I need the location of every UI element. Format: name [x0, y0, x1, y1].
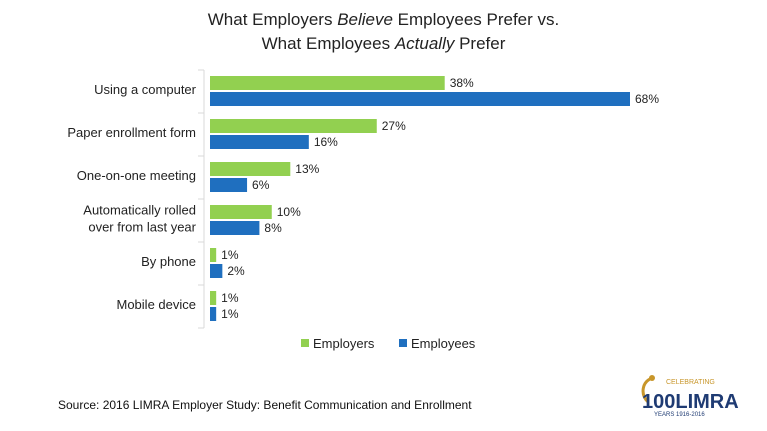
bar-employers-3 — [210, 205, 272, 219]
legend-swatch-employers — [301, 339, 309, 347]
legend-label-employers: Employers — [313, 336, 375, 351]
bar-employers-2 — [210, 162, 291, 176]
logo-main-text: 100LIMRA — [642, 391, 739, 413]
data-label-employers: 27% — [382, 119, 406, 133]
data-label-employers: 13% — [295, 162, 319, 176]
category-label: Automatically rolled over from last year — [83, 203, 196, 235]
category-label: Mobile device — [117, 297, 197, 312]
bar-employees-0 — [210, 92, 630, 106]
bar-employers-4 — [210, 248, 217, 262]
legend-label-employees: Employees — [411, 336, 476, 351]
chart-title: What Employers Believe Employees Prefer … — [0, 8, 767, 56]
bar-employees-5 — [210, 307, 217, 321]
bar-employees-1 — [210, 135, 309, 149]
bar-employers-5 — [210, 291, 217, 305]
data-label-employees: 2% — [227, 264, 245, 278]
data-label-employees: 1% — [221, 307, 239, 321]
bar-employers-1 — [210, 119, 377, 133]
logo-bottom-text: YEARS 1916-2016 — [654, 412, 705, 418]
logo-top-text: CELEBRATING — [666, 379, 715, 386]
category-label: Using a computer — [94, 82, 197, 97]
data-label-employers: 38% — [450, 76, 474, 90]
bar-employers-0 — [210, 76, 445, 90]
title-line-2: What Employees Actually Prefer — [261, 34, 506, 53]
legend-swatch-employees — [399, 339, 407, 347]
bar-employees-3 — [210, 221, 260, 235]
category-label: One-on-one meeting — [77, 168, 196, 183]
source-note: Source: 2016 LIMRA Employer Study: Benef… — [58, 398, 472, 412]
data-label-employers: 1% — [221, 248, 239, 262]
title-emphasis-believe: Believe — [337, 10, 393, 29]
category-label: By phone — [141, 254, 196, 269]
bar-employees-4 — [210, 264, 223, 278]
data-label-employees: 16% — [314, 135, 338, 149]
data-label-employees: 6% — [252, 178, 270, 192]
data-label-employers: 10% — [277, 205, 301, 219]
limra-logo: CELEBRATING 100LIMRA YEARS 1916-2016 — [641, 375, 739, 418]
category-label: Paper enrollment form — [67, 125, 196, 140]
data-label-employees: 68% — [635, 92, 659, 106]
data-label-employers: 1% — [221, 291, 239, 305]
data-label-employees: 8% — [264, 221, 282, 235]
title-emphasis-actually: Actually — [394, 34, 455, 53]
title-line-1: What Employers Believe Employees Prefer … — [207, 10, 560, 29]
bar-employees-2 — [210, 178, 248, 192]
